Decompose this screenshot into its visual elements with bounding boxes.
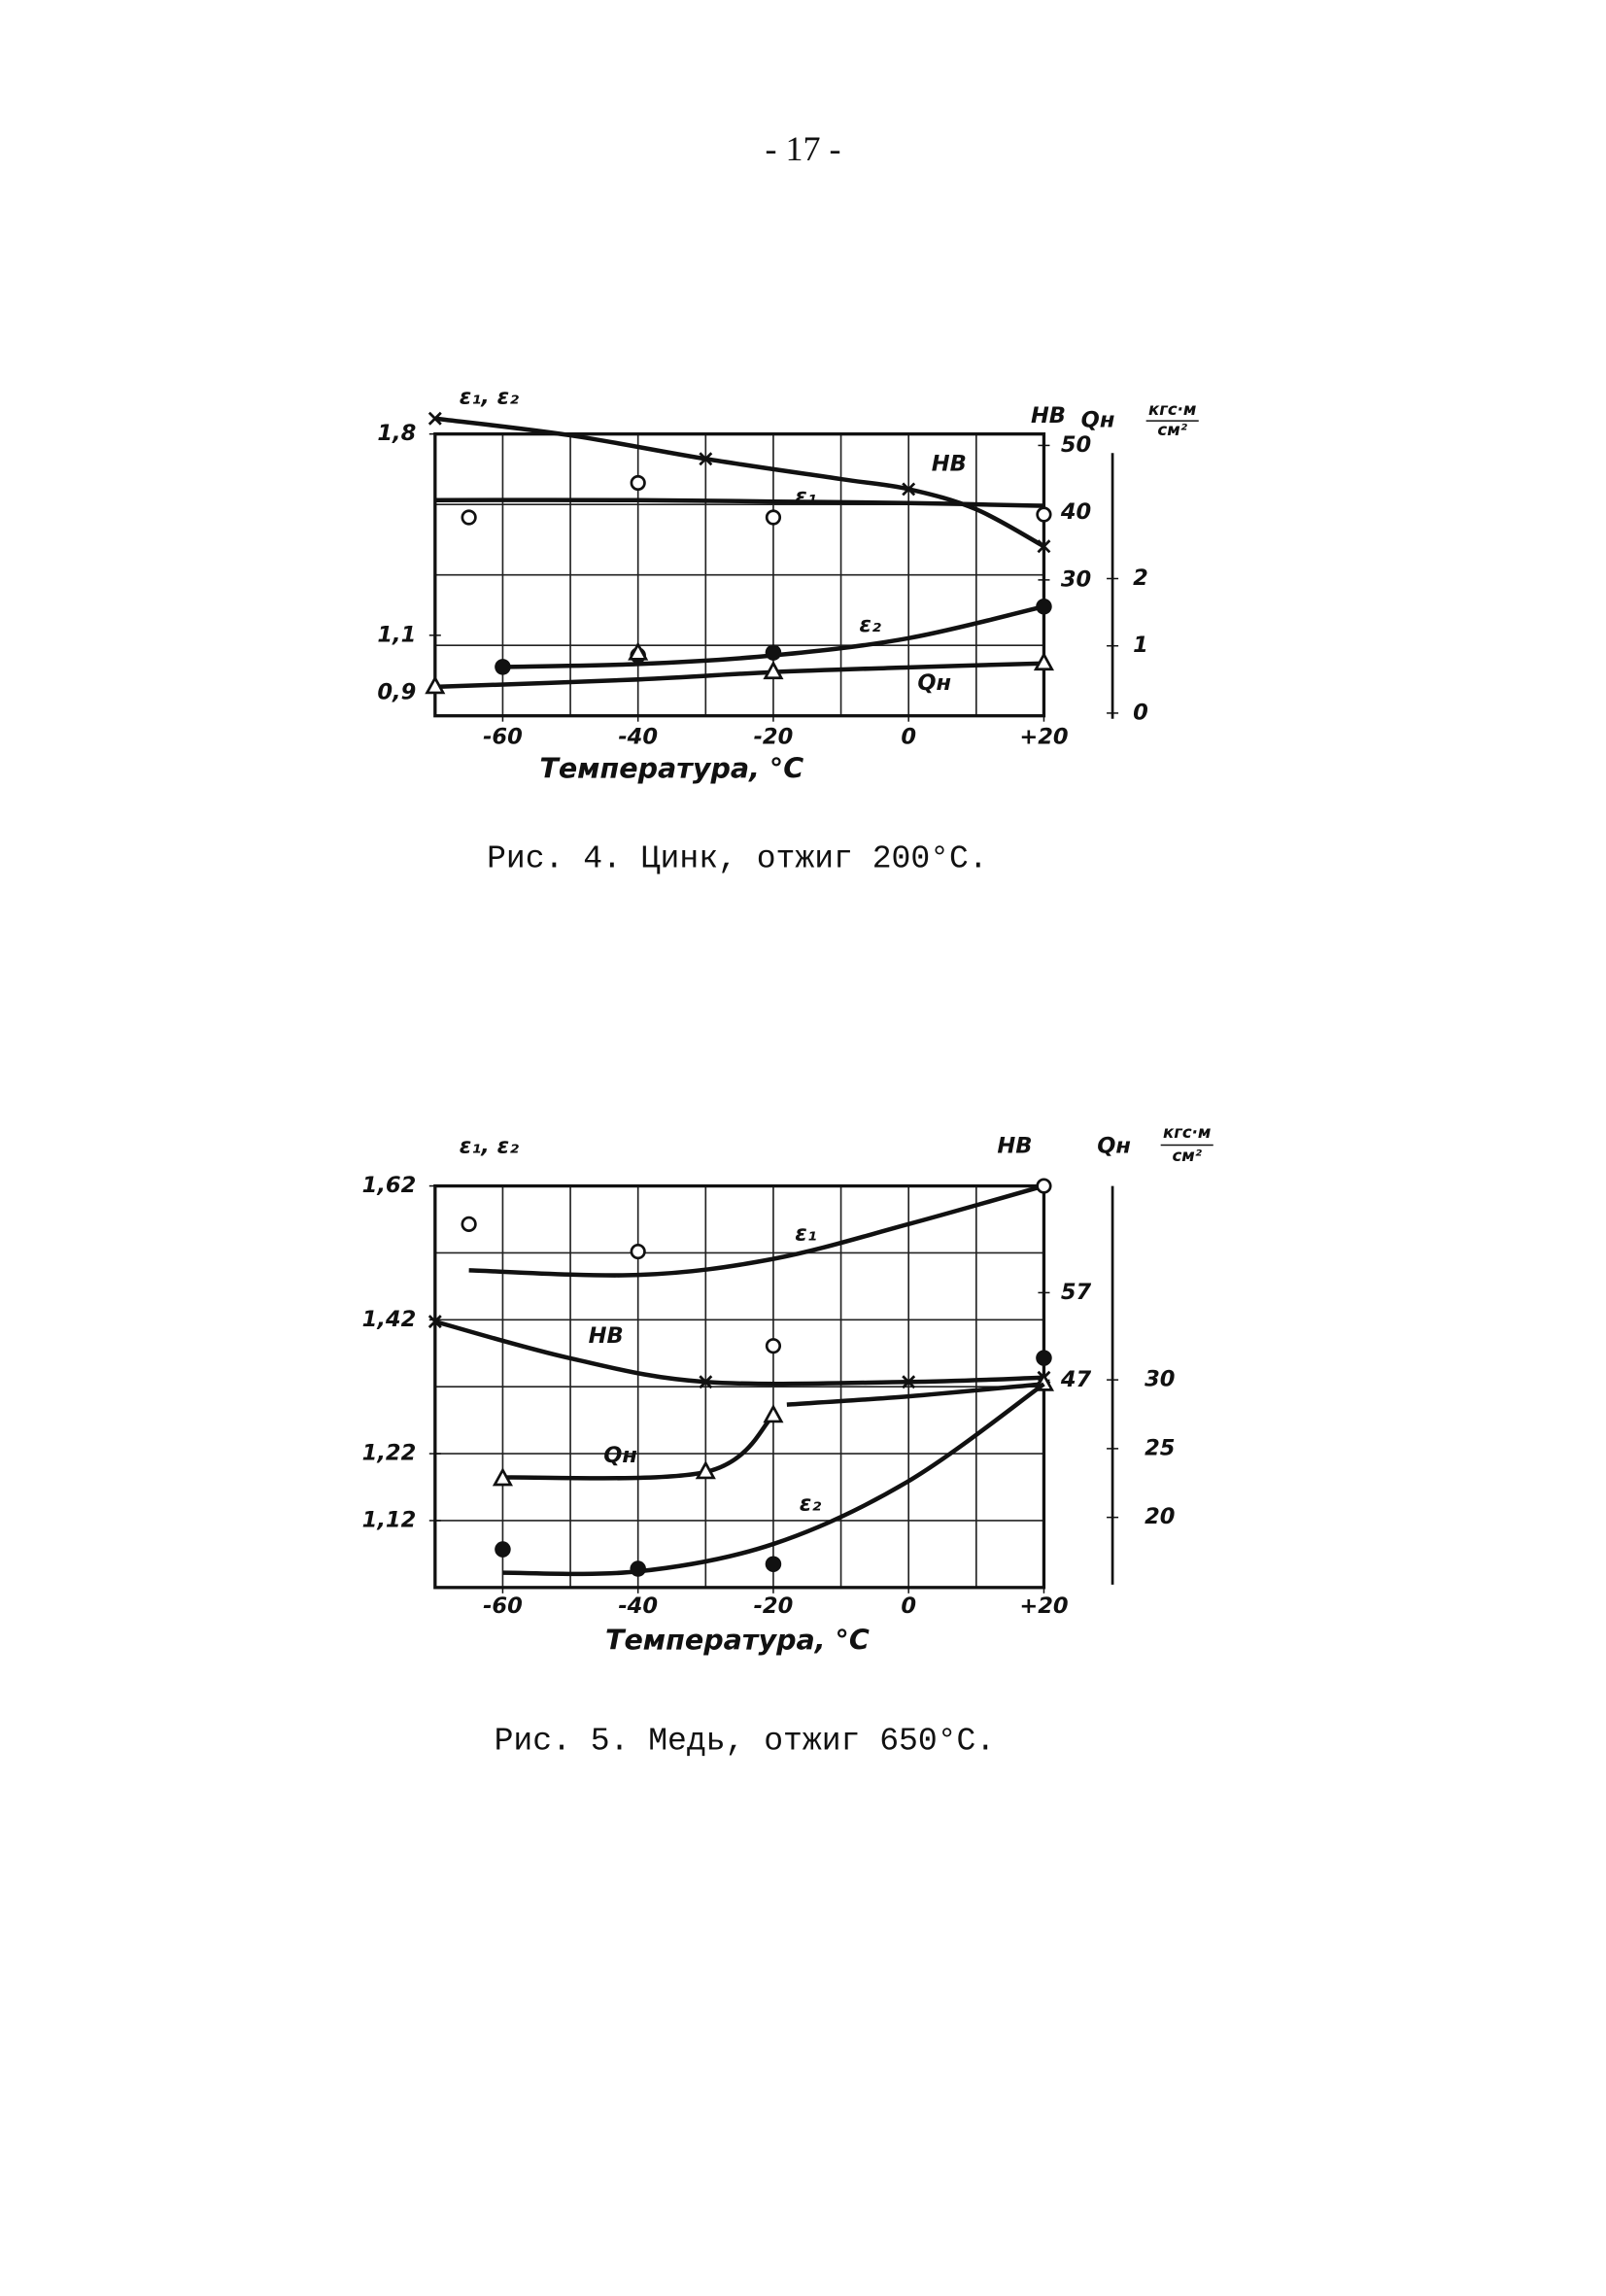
x-tick-label: -20 bbox=[754, 725, 794, 750]
marker-cross bbox=[427, 411, 442, 426]
curve bbox=[502, 1414, 775, 1481]
unit-bottom: см² bbox=[1172, 1147, 1202, 1165]
marker-filled bbox=[1036, 598, 1052, 615]
y3-axis-label: Qн bbox=[1097, 1133, 1131, 1158]
unit-top: кгс·м bbox=[1163, 1123, 1211, 1142]
y3ticks-label: 20 bbox=[1145, 1504, 1175, 1529]
x-tick-label: +20 bbox=[1019, 725, 1068, 750]
y3ticks-label: 30 bbox=[1145, 1367, 1175, 1392]
marker-open bbox=[461, 509, 477, 526]
x-tick-label: 0 bbox=[901, 725, 916, 750]
marker-filled bbox=[1036, 1350, 1052, 1366]
y2ticks-label: 57 bbox=[1061, 1280, 1092, 1305]
unit-top: кгс·м bbox=[1148, 400, 1196, 419]
marker-cross bbox=[699, 1375, 713, 1389]
series-label: ε₂ bbox=[859, 612, 881, 637]
page-number: - 17 - bbox=[765, 129, 840, 168]
figure: ε₁, ε₂ HB Qн кгс·м см² Температура, °С Рис. 5.… bbox=[362, 1123, 1213, 1759]
marker-filled bbox=[765, 1556, 782, 1572]
marker-triangle bbox=[425, 675, 446, 695]
marker-open bbox=[461, 1216, 477, 1232]
unit-bottom: см² bbox=[1157, 421, 1187, 439]
yticks-label: 1,8 bbox=[377, 421, 416, 446]
marker-open bbox=[765, 1338, 782, 1354]
y2ticks-label: 30 bbox=[1061, 566, 1091, 592]
marker-open bbox=[765, 509, 782, 526]
marker-cross bbox=[902, 1375, 916, 1389]
y2-axis-label: HB bbox=[997, 1133, 1032, 1158]
marker-triangle bbox=[628, 641, 649, 661]
marker-filled bbox=[765, 644, 782, 661]
marker-open bbox=[630, 1243, 646, 1260]
marker-cross bbox=[699, 452, 713, 466]
marker-cross bbox=[902, 482, 916, 497]
y3ticks-label: 25 bbox=[1145, 1435, 1175, 1460]
y3ticks-label: 0 bbox=[1133, 700, 1148, 725]
y3ticks-label: 2 bbox=[1133, 565, 1148, 591]
figure-caption: Рис. 4. Цинк, отжиг 200°С. bbox=[487, 840, 988, 877]
plot-frame bbox=[433, 432, 1046, 718]
x-tick-label: 0 bbox=[901, 1593, 916, 1619]
marker-filled bbox=[495, 1541, 511, 1558]
figure: ε₁, ε₂ HB Qн кгс·м см² Температура, °С Рис. 4.… bbox=[377, 385, 1199, 877]
marker-triangle bbox=[1033, 651, 1055, 671]
marker-open bbox=[1036, 506, 1052, 523]
series-label: HB bbox=[932, 452, 967, 477]
x-tick-label: -40 bbox=[618, 725, 658, 750]
y2-axis-label: HB bbox=[1031, 403, 1066, 428]
series-label: HB bbox=[589, 1323, 624, 1349]
y2ticks-label: 47 bbox=[1060, 1367, 1092, 1392]
marker-triangle bbox=[492, 1467, 513, 1487]
marker-filled bbox=[495, 659, 511, 675]
x-tick-label: -40 bbox=[618, 1593, 658, 1619]
y-axis-label: ε₁, ε₂ bbox=[460, 1133, 519, 1158]
curve bbox=[434, 416, 1045, 549]
curve bbox=[434, 1319, 1044, 1387]
figure-caption: Рис. 5. Медь, отжиг 650°С. bbox=[495, 1722, 996, 1759]
yticks-label: 1,62 bbox=[362, 1173, 417, 1198]
marker-triangle bbox=[695, 1460, 716, 1480]
marker-open bbox=[1036, 1178, 1052, 1194]
y3ticks-label: 1 bbox=[1133, 633, 1148, 658]
series-label: ε₁ bbox=[795, 484, 816, 509]
marker-cross bbox=[427, 1315, 442, 1329]
x-tick-label: -60 bbox=[483, 725, 523, 750]
yticks-label: 1,42 bbox=[362, 1307, 417, 1332]
series-label: Qн bbox=[603, 1443, 637, 1468]
curve bbox=[786, 1382, 1044, 1407]
marker-triangle bbox=[763, 1404, 784, 1423]
x-axis-label: Температура, °С bbox=[605, 1623, 870, 1656]
curve bbox=[434, 497, 1044, 508]
x-tick-label: +20 bbox=[1019, 1593, 1068, 1619]
series-label: ε₁ bbox=[795, 1221, 816, 1247]
y2ticks-label: 40 bbox=[1060, 499, 1091, 525]
marker-triangle bbox=[763, 660, 784, 680]
marker-filled bbox=[630, 1560, 646, 1577]
series-label: Qн bbox=[917, 670, 951, 696]
yticks-label: 0,9 bbox=[377, 680, 416, 705]
yticks-label: 1,22 bbox=[362, 1441, 417, 1466]
y-axis-label: ε₁, ε₂ bbox=[460, 385, 519, 410]
x-tick-label: -20 bbox=[754, 1593, 794, 1619]
series-label: ε₂ bbox=[800, 1491, 822, 1517]
marker-open bbox=[630, 474, 646, 492]
x-tick-label: -60 bbox=[483, 1593, 523, 1619]
y3-axis-label: Qн bbox=[1081, 408, 1115, 433]
curve bbox=[468, 1183, 1045, 1278]
curve bbox=[502, 1382, 1045, 1577]
yticks-label: 1,12 bbox=[362, 1507, 417, 1532]
yticks-label: 1,1 bbox=[377, 622, 416, 647]
marker-cross bbox=[1037, 539, 1051, 554]
x-axis-label: Температура, °С bbox=[539, 751, 803, 784]
y2ticks-label: 50 bbox=[1061, 432, 1091, 458]
